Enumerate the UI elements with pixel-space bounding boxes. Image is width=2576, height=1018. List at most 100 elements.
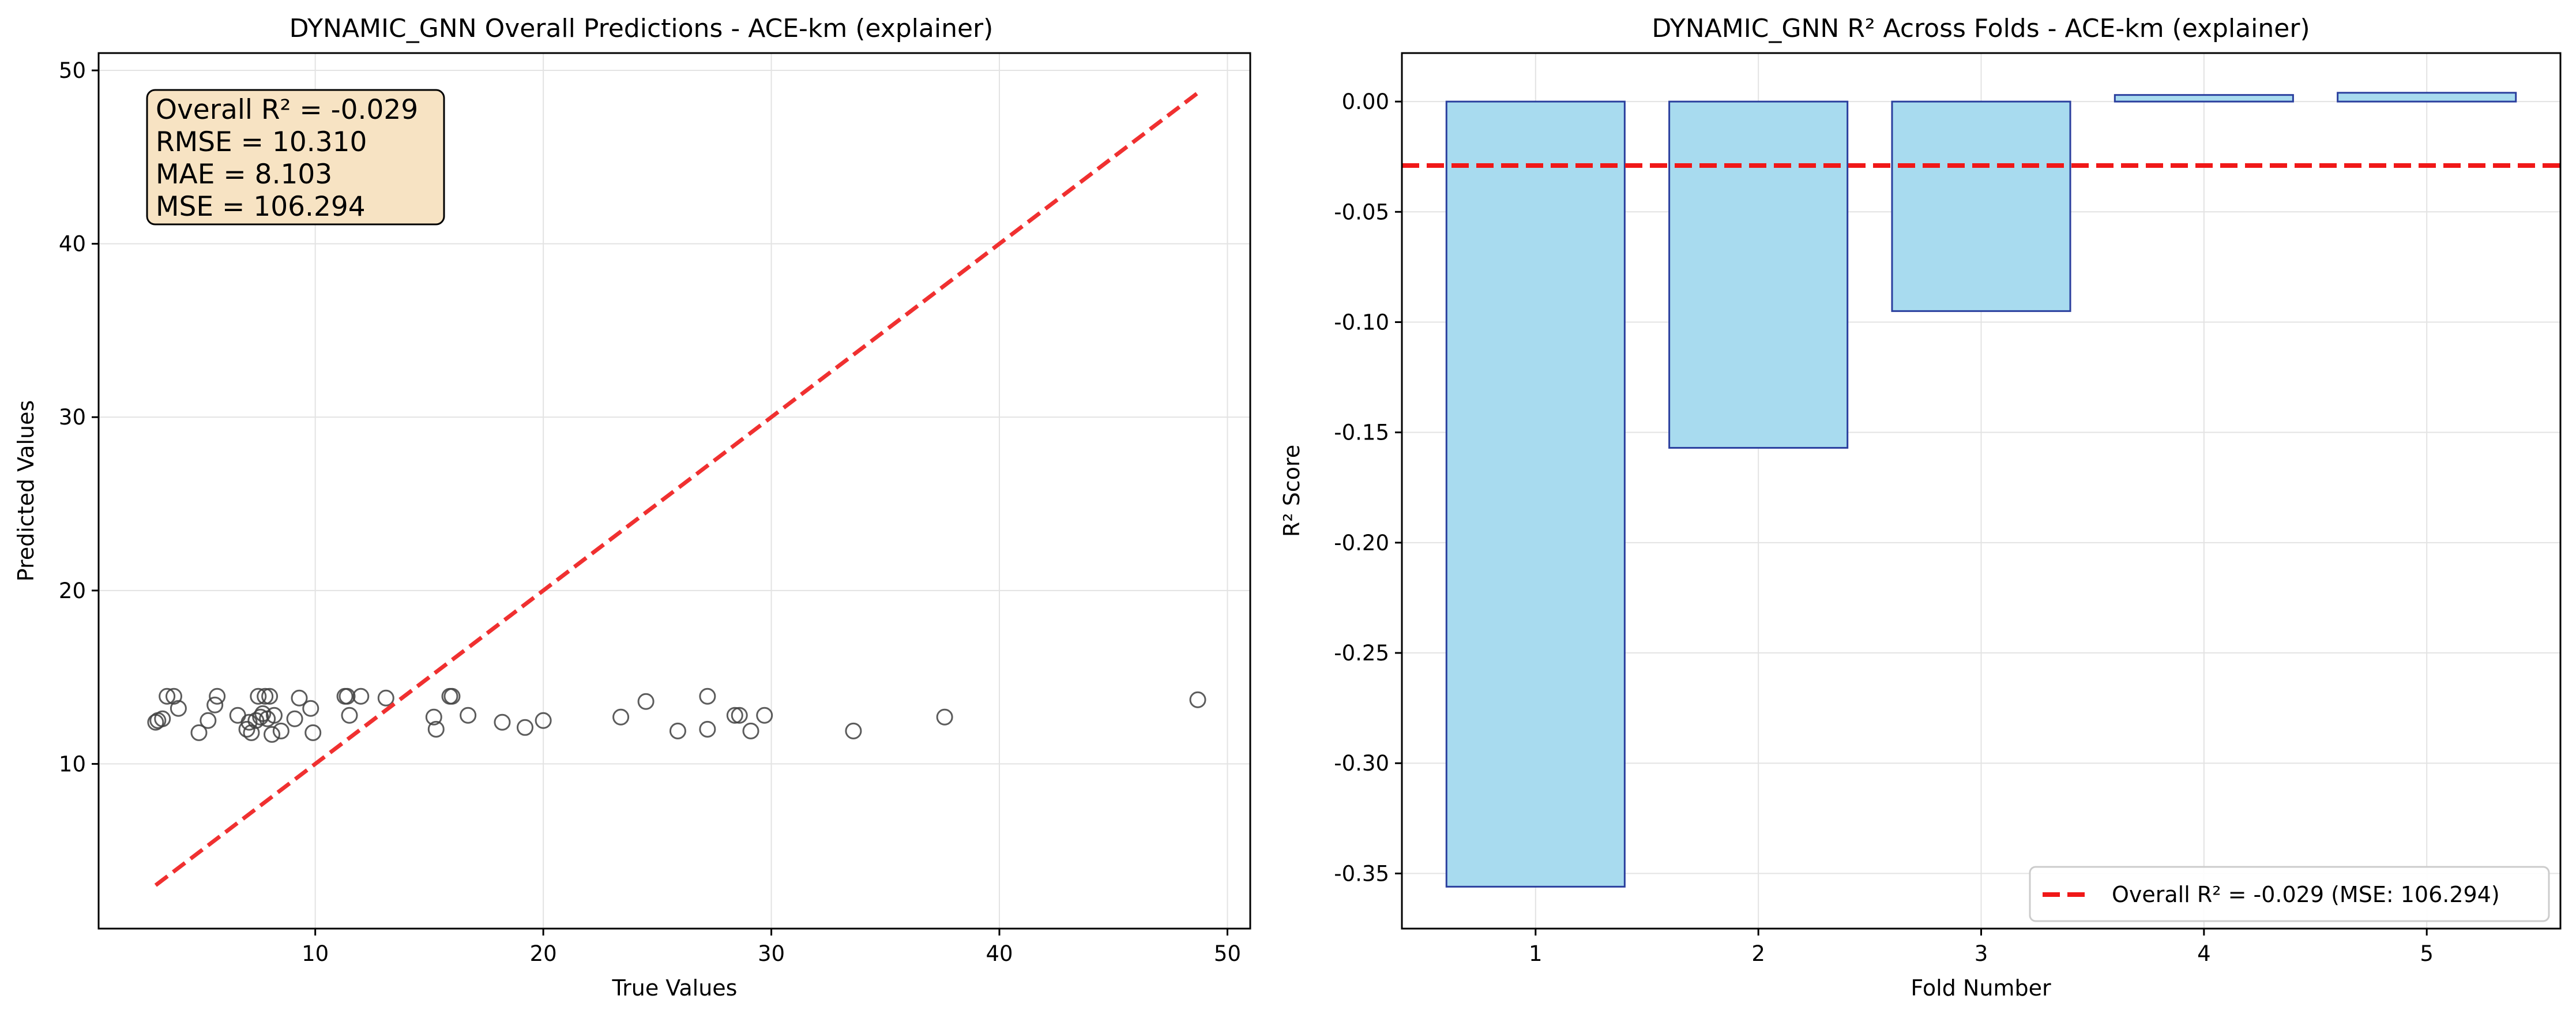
bar-x-axis-label: Fold Number: [1911, 975, 2051, 1001]
scatter-point: [845, 722, 862, 739]
bar-x-tick-label: 3: [1975, 941, 1988, 966]
bar-fold-3: [1891, 100, 2071, 312]
scatter-point: [238, 720, 255, 738]
scatter-point: [612, 708, 630, 726]
stats-box-background: [146, 89, 445, 226]
scatter-points: [147, 688, 1206, 743]
stats-box: Overall R² = -0.029 RMSE = 10.310 MAE = …: [146, 89, 445, 226]
bar-y-tick-label: -0.15: [1334, 420, 1389, 445]
scatter-point: [443, 688, 461, 705]
scatter-point: [250, 688, 267, 705]
scatter-title: DYNAMIC_GNN Overall Predictions - ACE-km…: [289, 14, 994, 43]
bar-x-tick-label: 5: [2420, 941, 2434, 966]
scatter-point: [699, 720, 716, 738]
scatter-point: [291, 689, 308, 707]
scatter-point: [243, 724, 260, 741]
scatter-point: [1189, 691, 1206, 708]
scatter-x-axis-label: True Values: [612, 975, 738, 1001]
stats-r2: Overall R² = -0.029: [156, 94, 418, 126]
scatter-point: [427, 720, 445, 738]
scatter-point: [252, 708, 269, 726]
bar-fold-1: [1445, 100, 1626, 888]
scatter-x-tick-label: 40: [986, 941, 1013, 966]
scatter-point: [165, 688, 182, 705]
bar-fold-5: [2337, 92, 2517, 103]
scatter-point: [254, 705, 272, 722]
scatter-point: [460, 707, 477, 724]
scatter-point: [339, 688, 356, 705]
scatter-point: [170, 700, 187, 717]
bar-y-axis-label: R² Score: [1279, 445, 1304, 537]
bar-fold-4: [2114, 94, 2294, 103]
bar-series: [1445, 92, 2517, 888]
bar-y-tick-label: -0.25: [1334, 641, 1389, 666]
scatter-y-tick-label: 50: [59, 58, 86, 83]
scatter-point: [261, 688, 279, 705]
scatter-y-tick-label: 40: [59, 232, 86, 257]
scatter-panel: DYNAMIC_GNN Overall Predictions - ACE-km…: [13, 14, 1251, 1001]
bar-y-tick-label: -0.05: [1334, 200, 1389, 224]
legend-box: [2029, 866, 2550, 922]
legend: Overall R² = -0.029 (MSE: 106.294): [2029, 866, 2550, 922]
scatter-point: [726, 707, 743, 724]
stats-rmse: RMSE = 10.310: [156, 126, 367, 158]
scatter-point: [286, 710, 303, 727]
scatter-point: [159, 688, 176, 705]
scatter-axes-frame: [97, 52, 1251, 930]
bar-fold-2: [1668, 100, 1849, 449]
scatter-y-ticks: 10 20 30 40 50: [59, 58, 99, 776]
bar-title: DYNAMIC_GNN R² Across Folds - ACE-km (ex…: [1652, 14, 2310, 43]
scatter-point: [209, 688, 226, 705]
scatter-y-tick-label: 20: [59, 579, 86, 603]
bar-y-ticks: 0.00 -0.05 -0.10 -0.15 -0.20 -0.25 -0.30 -0.35: [1334, 89, 1402, 886]
scatter-point: [302, 700, 319, 717]
bar-x-tick-label: 2: [1751, 941, 1765, 966]
bar-panel: DYNAMIC_GNN R² Across Folds - ACE-km (ex…: [1279, 14, 2562, 1001]
scatter-point: [936, 708, 953, 726]
scatter-x-tick-label: 10: [302, 941, 329, 966]
bar-y-tick-label: -0.10: [1334, 310, 1389, 335]
scatter-point: [669, 722, 686, 739]
scatter-point: [190, 724, 208, 741]
scatter-point: [240, 713, 258, 731]
scatter-point: [425, 708, 442, 726]
scatter-point: [756, 707, 773, 724]
bar-x-tick-label: 4: [2197, 941, 2211, 966]
scatter-point: [264, 726, 281, 743]
bar-x-tick-label: 1: [1529, 941, 1543, 966]
scatter-point: [637, 693, 655, 710]
scatter-point: [341, 707, 358, 724]
scatter-point: [206, 696, 224, 713]
scatter-point: [200, 712, 217, 729]
scatter-grid: [99, 53, 1250, 929]
scatter-y-axis-label: Predicted Values: [13, 400, 39, 582]
scatter-point: [377, 689, 394, 707]
bar-y-tick-label: -0.30: [1334, 751, 1389, 776]
bar-x-ticks: 1 2 3 4 5: [1529, 929, 2434, 966]
scatter-y-tick-label: 10: [59, 752, 86, 776]
scatter-x-tick-label: 30: [758, 941, 785, 966]
bar-y-tick-label: -0.20: [1334, 531, 1389, 555]
scatter-x-tick-label: 50: [1214, 941, 1241, 966]
scatter-y-tick-label: 30: [59, 405, 86, 430]
scatter-point: [154, 710, 171, 727]
scatter-x-ticks: 10 20 30 40 50: [302, 929, 1241, 966]
scatter-point: [535, 712, 552, 729]
scatter-point: [265, 707, 283, 724]
scatter-point: [494, 713, 511, 731]
legend-entry-overall-r2: Overall R² = -0.029 (MSE: 106.294): [2112, 882, 2500, 907]
scatter-x-tick-label: 20: [530, 941, 557, 966]
stats-mse: MSE = 106.294: [156, 191, 366, 223]
bar-y-tick-label: 0.00: [1342, 89, 1389, 114]
stats-mae: MAE = 8.103: [156, 159, 332, 190]
scatter-point: [352, 688, 370, 705]
scatter-point: [742, 722, 759, 739]
scatter-point: [304, 724, 322, 741]
scatter-point: [516, 719, 533, 736]
scatter-point: [699, 688, 716, 705]
scatter-point: [731, 707, 748, 724]
scatter-point: [272, 722, 289, 739]
scatter-point: [257, 688, 274, 705]
bar-y-tick-label: -0.35: [1334, 861, 1389, 886]
